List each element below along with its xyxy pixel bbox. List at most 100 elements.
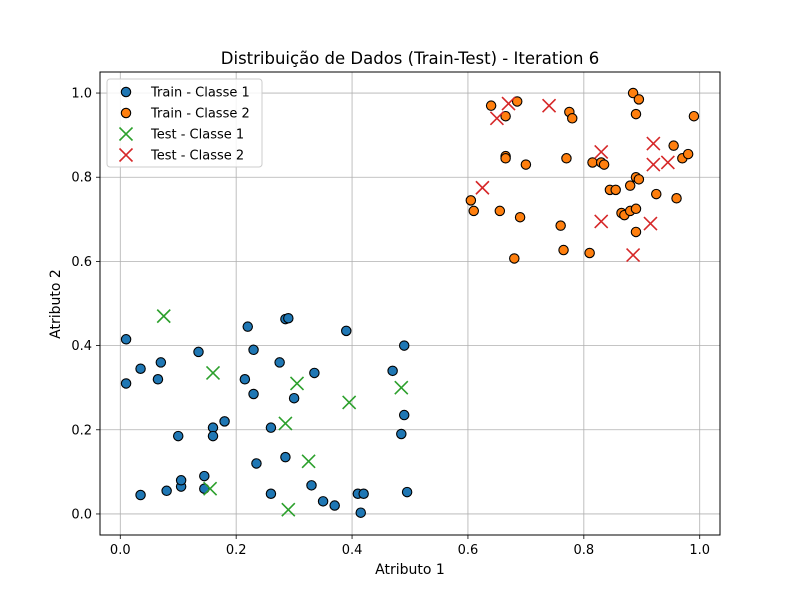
data-point	[401, 486, 413, 498]
x-tick-label: 0.4	[342, 543, 363, 558]
data-point	[152, 374, 164, 385]
data-point	[558, 244, 569, 256]
legend-marker	[120, 86, 132, 98]
data-point	[555, 220, 566, 231]
data-point	[541, 98, 557, 113]
data-point	[203, 481, 218, 496]
data-point	[239, 374, 251, 385]
y-tick-label: 0.4	[71, 339, 92, 354]
data-point	[248, 344, 259, 356]
data-point	[242, 321, 254, 332]
data-point	[630, 226, 642, 238]
data-point	[280, 451, 291, 463]
data-point	[514, 211, 526, 223]
data-point	[630, 203, 642, 215]
data-point	[651, 188, 662, 200]
legend-marker	[118, 147, 134, 163]
data-point	[309, 367, 320, 379]
series-3	[156, 309, 409, 517]
data-point	[289, 376, 305, 391]
data-point	[288, 392, 300, 404]
data-point	[342, 395, 357, 410]
data-point	[172, 430, 184, 442]
data-point	[161, 485, 172, 497]
data-point	[646, 157, 661, 172]
data-point	[520, 159, 532, 170]
data-point	[646, 136, 661, 151]
data-point	[251, 458, 262, 469]
data-point	[671, 193, 682, 204]
data-point	[610, 184, 621, 196]
data-point	[358, 488, 369, 500]
data-point	[584, 247, 595, 259]
data-point	[398, 409, 410, 421]
data-point	[489, 111, 504, 126]
data-point	[355, 507, 366, 518]
data-point	[511, 96, 523, 107]
data-point	[630, 108, 642, 120]
axes-frame	[99, 71, 721, 536]
data-point	[396, 428, 407, 440]
data-point	[688, 110, 700, 122]
legend-box	[106, 78, 263, 168]
data-point	[156, 309, 171, 324]
data-point	[494, 205, 506, 217]
data-point	[155, 357, 167, 368]
data-point	[265, 422, 277, 433]
x-tick-label: 0.6	[458, 543, 479, 558]
x-tick-label: 0.2	[226, 543, 247, 558]
legend-marker	[118, 126, 134, 142]
data-point	[120, 378, 132, 389]
x-tick-label: 0.8	[573, 543, 594, 558]
data-point	[626, 248, 641, 263]
data-point	[566, 113, 578, 124]
y-tick-label: 1.0	[71, 87, 92, 102]
data-point	[274, 357, 285, 368]
data-point	[135, 489, 146, 501]
data-point	[633, 174, 645, 185]
data-point	[501, 96, 516, 111]
data-point	[598, 159, 610, 170]
legend-label: Train - Classe 1	[150, 86, 250, 101]
x-tick-label: 1.0	[689, 543, 710, 558]
data-point	[306, 480, 317, 491]
data-point	[682, 148, 694, 160]
x-tick-label: 0.0	[110, 543, 131, 558]
data-point	[594, 144, 609, 160]
legend: Train - Classe 1 Train - Classe 2 Test - C…	[106, 78, 263, 168]
data-point	[475, 180, 490, 195]
data-point	[624, 180, 636, 191]
y-tick-label: 0.0	[71, 507, 92, 522]
data-point	[219, 416, 230, 427]
data-point	[468, 205, 479, 217]
series-1	[120, 312, 413, 518]
data-point	[135, 363, 146, 374]
data-point	[627, 87, 639, 99]
y-tick-label: 0.8	[71, 171, 92, 186]
data-point	[465, 195, 477, 206]
data-point	[643, 216, 658, 231]
x-axis-label: Atributo 1	[375, 562, 445, 578]
data-point	[265, 488, 277, 500]
legend-label: Test - Classe 2	[150, 149, 244, 164]
data-point	[594, 214, 609, 229]
data-point	[561, 153, 572, 164]
data-point	[193, 346, 204, 358]
data-point	[633, 94, 645, 105]
data-point	[207, 430, 219, 442]
data-point	[205, 365, 221, 381]
data-point	[120, 334, 132, 345]
y-axis-label: Atributo 2	[48, 269, 64, 339]
data-point	[329, 500, 340, 511]
data-point	[660, 155, 675, 170]
data-point	[278, 416, 293, 431]
plot-area: 0.0 0.2 0.4 0.6 0.8 1.0 0.0 0.2 0.4 0.6 0.8 1.0	[71, 71, 721, 558]
data-point	[175, 475, 187, 486]
data-point	[248, 388, 259, 400]
data-point	[587, 157, 598, 168]
data-point	[387, 365, 398, 377]
legend-marker	[120, 107, 132, 119]
y-tick-label: 0.2	[71, 423, 92, 438]
data-point	[281, 502, 296, 517]
